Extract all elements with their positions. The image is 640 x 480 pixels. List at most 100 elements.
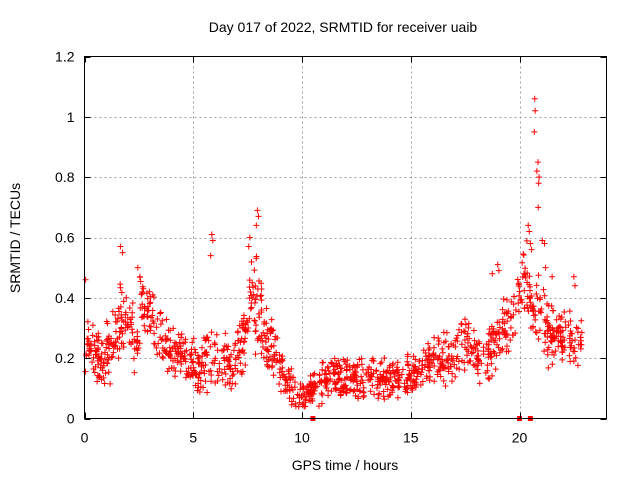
data-point: [114, 315, 121, 322]
data-point: [494, 261, 501, 268]
data-point: [514, 276, 521, 283]
data-point: [526, 228, 533, 235]
axis-ticks: [84, 56, 607, 420]
data-point: [134, 350, 141, 357]
data-point: [141, 322, 148, 329]
data-point: [216, 360, 223, 367]
data-point: [562, 324, 569, 331]
data-point: [431, 378, 438, 385]
data-point: [302, 399, 309, 406]
y-tick-labels: 0 0.2 0.4 0.6 0.8 1 1.2: [55, 49, 75, 427]
data-point: [561, 308, 568, 315]
data-point: [221, 342, 228, 349]
data-point: [550, 352, 557, 359]
data-point: [515, 300, 522, 307]
data-point: [521, 305, 528, 312]
data-point: [252, 296, 259, 303]
data-point: [354, 382, 361, 389]
data-point: [192, 349, 199, 356]
data-point: [571, 336, 578, 343]
data-point: [114, 335, 121, 342]
data-point: [343, 390, 350, 397]
data-point: [442, 338, 449, 345]
data-point: [164, 368, 171, 375]
data-point: [546, 322, 553, 329]
data-point: [181, 348, 188, 355]
data-point: [297, 386, 304, 393]
data-point: [354, 361, 361, 368]
data-point: [377, 360, 384, 367]
data-point: [414, 373, 421, 380]
y-axis-label: SRMTID / TECUs: [7, 183, 23, 293]
data-point: [343, 367, 350, 374]
data-point: [406, 371, 413, 378]
data-point: [331, 378, 338, 385]
data-point: [297, 380, 304, 387]
data-point: [144, 314, 151, 321]
data-point: [542, 339, 549, 346]
data-point: [471, 337, 478, 344]
data-point: [531, 95, 538, 102]
data-point: [490, 335, 497, 342]
data-point: [532, 316, 539, 323]
data-point: [286, 370, 293, 377]
data-point: [178, 331, 185, 338]
data-point: [288, 398, 295, 405]
data-point: [248, 304, 255, 311]
y-tick-label: 0.8: [55, 169, 75, 185]
data-point: [255, 310, 262, 317]
data-point: [439, 349, 446, 356]
data-point: [307, 380, 314, 387]
data-point: [151, 330, 158, 337]
data-point: [375, 395, 382, 402]
data-point: [162, 332, 169, 339]
data-point: [542, 330, 549, 337]
data-point: [130, 355, 137, 362]
data-point: [82, 368, 89, 375]
data-point: [139, 313, 146, 320]
data-point: [260, 354, 267, 361]
data-point: [201, 367, 208, 374]
data-point: [419, 378, 426, 385]
data-points: [82, 95, 585, 421]
data-point: [109, 342, 116, 349]
data-point: [549, 324, 556, 331]
data-point: [85, 326, 92, 333]
data-point: [177, 353, 184, 360]
data-point: [360, 388, 367, 395]
data-point: [106, 345, 113, 352]
data-point: [103, 344, 110, 351]
data-point: [519, 273, 526, 280]
data-point: [209, 359, 216, 366]
data-point: [123, 294, 130, 301]
data-point: [417, 382, 424, 389]
data-point: [472, 345, 479, 352]
data-point: [292, 379, 299, 386]
data-point: [389, 367, 396, 374]
data-point: [115, 355, 122, 362]
data-point: [258, 297, 265, 304]
data-point: [166, 365, 173, 372]
data-point: [218, 369, 225, 376]
data-point: [318, 377, 325, 384]
data-point: [535, 335, 542, 342]
data-point: [196, 359, 203, 366]
data-point: [530, 308, 537, 315]
data-point: [533, 168, 540, 175]
data-point: [431, 334, 438, 341]
data-point: [147, 323, 154, 330]
data-point: [522, 265, 529, 272]
data-point: [458, 321, 465, 328]
data-point: [238, 369, 245, 376]
data-point: [263, 358, 270, 365]
data-point: [552, 348, 559, 355]
data-point: [528, 246, 535, 253]
data-point: [163, 316, 170, 323]
data-point: [323, 371, 330, 378]
data-point: [187, 373, 194, 380]
data-point: [440, 377, 447, 384]
data-point: [288, 365, 295, 372]
data-point: [445, 368, 452, 375]
data-point: [243, 327, 250, 334]
data-point: [458, 341, 465, 348]
